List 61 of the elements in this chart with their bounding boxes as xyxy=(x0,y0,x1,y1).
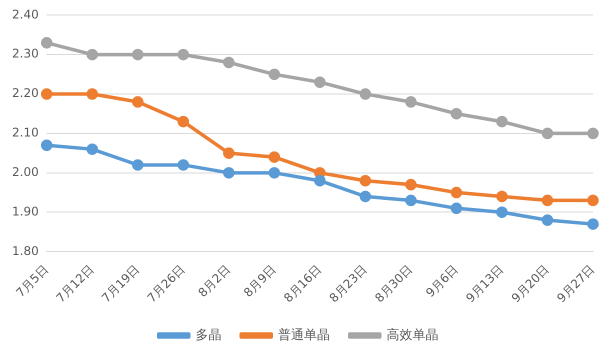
point xyxy=(450,202,462,214)
x-tick-label: 9月20日 xyxy=(508,262,552,306)
point xyxy=(542,128,554,140)
point xyxy=(86,48,98,60)
x-tick-label: 7月19日 xyxy=(99,262,142,306)
point xyxy=(223,56,235,68)
x-tick-label: 7月5日 xyxy=(13,262,52,300)
point xyxy=(40,37,52,49)
point xyxy=(132,96,144,108)
point xyxy=(86,143,98,155)
point xyxy=(132,48,144,60)
x-tick-label: 9月27日 xyxy=(554,262,598,306)
x-tick-label: 7月26日 xyxy=(144,262,188,306)
point xyxy=(314,174,326,186)
x-tick-label: 8月2日 xyxy=(195,262,234,300)
y-tick-label: 1.80 xyxy=(12,244,39,258)
point xyxy=(405,194,417,206)
y-tick-label: 2.30 xyxy=(12,46,39,61)
point xyxy=(587,218,599,230)
point xyxy=(496,206,508,218)
x-tick-label: 7月12日 xyxy=(54,262,97,306)
point xyxy=(542,194,554,206)
y-tick-label: 1.90 xyxy=(12,204,39,218)
point xyxy=(268,151,280,163)
point xyxy=(360,190,372,202)
legend-label: 多晶 xyxy=(195,328,222,343)
point xyxy=(405,96,417,108)
point xyxy=(40,88,52,100)
x-tick-label: 8月16日 xyxy=(281,262,324,306)
point xyxy=(450,108,462,120)
point xyxy=(178,159,190,171)
y-tick-label: 2.10 xyxy=(12,126,39,140)
point xyxy=(360,88,372,100)
point xyxy=(223,167,235,179)
point xyxy=(360,174,372,186)
y-tick-label: 2.00 xyxy=(12,164,39,179)
point xyxy=(496,190,508,202)
y-tick-label: 2.40 xyxy=(12,7,39,22)
point xyxy=(268,68,280,80)
x-tick-label: 9月6日 xyxy=(423,262,461,300)
point xyxy=(40,140,52,151)
legend-label: 普通单晶 xyxy=(278,326,330,343)
x-tick-label: 8月9日 xyxy=(240,262,279,300)
point xyxy=(496,116,508,128)
legend-label: 高效单晶 xyxy=(386,326,438,343)
point xyxy=(450,186,462,198)
point xyxy=(223,147,235,159)
x-tick-label: 8月30日 xyxy=(372,262,416,306)
y-tick-label: 2.20 xyxy=(12,86,39,100)
point xyxy=(178,48,190,60)
point xyxy=(86,88,98,100)
point xyxy=(132,159,144,171)
point xyxy=(405,178,417,190)
point xyxy=(268,167,280,179)
point xyxy=(314,76,326,88)
x-tick-label: 9月13日 xyxy=(463,262,506,306)
point xyxy=(542,214,554,226)
point xyxy=(587,128,599,140)
point xyxy=(587,194,599,206)
point xyxy=(178,116,190,128)
x-tick-label: 8月23日 xyxy=(326,262,370,306)
